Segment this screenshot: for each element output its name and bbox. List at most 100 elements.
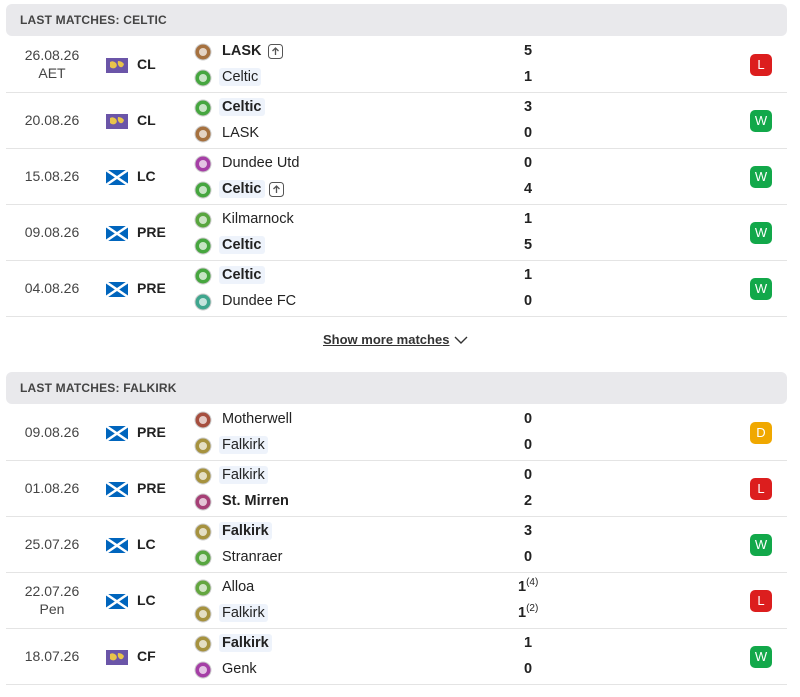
- team-name: Falkirk: [219, 466, 268, 484]
- team-crest: [194, 125, 212, 143]
- team-score: 2: [518, 493, 538, 509]
- row-separator: [6, 460, 787, 461]
- team-score: 0: [518, 437, 538, 453]
- score-value: 3: [523, 523, 533, 539]
- result-badge: W: [750, 534, 772, 556]
- team-name: Falkirk: [219, 522, 272, 540]
- row-separator: [6, 148, 787, 149]
- score-value: 0: [523, 467, 533, 483]
- team-name: Celtic: [219, 180, 265, 198]
- score-value: 1: [523, 635, 533, 651]
- score-value: 0: [523, 155, 533, 171]
- score-value: 1: [518, 605, 527, 621]
- team-name: Celtic: [219, 266, 265, 284]
- competition-flag: [106, 58, 128, 73]
- team-name: Falkirk: [219, 604, 268, 622]
- competition-flag: [106, 170, 128, 185]
- competition: CL: [137, 56, 156, 72]
- score-value: 4: [523, 181, 533, 197]
- score-value: 3: [523, 99, 533, 115]
- competition: PRE: [137, 424, 166, 440]
- match-date: 09.08.26: [24, 224, 80, 240]
- team-crest: [194, 211, 212, 229]
- team-crest: [194, 579, 212, 597]
- competition: LC: [137, 592, 156, 608]
- score-value: 0: [523, 437, 533, 453]
- match-date: 04.08.26: [24, 280, 80, 296]
- show-more-link[interactable]: Show more matches: [323, 332, 450, 347]
- match-date: 01.08.26: [24, 480, 80, 496]
- team-name: Motherwell: [222, 411, 293, 427]
- row-separator: [6, 92, 787, 93]
- team-name: Dundee FC: [222, 293, 297, 309]
- competition: PRE: [137, 224, 166, 240]
- team-crest: [194, 549, 212, 567]
- team-score: 1: [518, 267, 538, 283]
- score-value: 0: [523, 661, 533, 677]
- team-score: 0: [518, 125, 538, 141]
- score-value: 5: [523, 237, 533, 253]
- team-name: Celtic: [219, 98, 265, 116]
- score-value: 0: [523, 411, 533, 427]
- team-crest: [194, 437, 212, 455]
- team-crest: [194, 181, 212, 199]
- team-score: 0: [518, 549, 538, 565]
- row-separator: [6, 572, 787, 573]
- team-crest: [194, 267, 212, 285]
- team-name: Falkirk: [219, 436, 268, 454]
- section-header: LAST MATCHES: CELTIC: [6, 4, 787, 36]
- row-separator: [6, 260, 787, 261]
- team-score: 1: [518, 211, 538, 227]
- result-badge: W: [750, 278, 772, 300]
- team-crest: [194, 237, 212, 255]
- score-value: 0: [523, 125, 533, 141]
- competition-flag: [106, 538, 128, 553]
- team-score: 4: [518, 181, 538, 197]
- result-badge: W: [750, 110, 772, 132]
- team-name: LASK: [222, 125, 260, 141]
- team-crest: [194, 661, 212, 679]
- team-name: Celtic: [219, 236, 265, 254]
- team-crest: [194, 43, 212, 61]
- team-score: 0: [518, 411, 538, 427]
- team-crest: [194, 523, 212, 541]
- team-name: Dundee Utd: [222, 155, 300, 171]
- competition: CL: [137, 112, 156, 128]
- competition-flag: [106, 650, 128, 665]
- team-score: 0: [518, 661, 538, 677]
- team-score: 1: [518, 635, 538, 651]
- result-badge: L: [750, 478, 772, 500]
- competition: LC: [137, 168, 156, 184]
- team-score: 5: [518, 237, 538, 253]
- team-name: Genk: [222, 661, 257, 677]
- competition-flag: [106, 226, 128, 241]
- result-badge: L: [750, 590, 772, 612]
- score-value: 1: [518, 579, 527, 595]
- competition: PRE: [137, 480, 166, 496]
- penalty-score: (4): [526, 577, 539, 588]
- team-name: Celtic: [219, 68, 262, 86]
- score-value: 1: [523, 69, 533, 85]
- team-name: LASK: [222, 43, 262, 59]
- advanced-icon: [268, 44, 283, 59]
- team-crest: [194, 411, 212, 429]
- score-value: 1: [523, 267, 533, 283]
- team-name: St. Mirren: [222, 493, 289, 509]
- team-crest: [194, 635, 212, 653]
- team-crest: [194, 69, 212, 87]
- score-value: 1: [523, 211, 533, 227]
- row-separator: [6, 628, 787, 629]
- row-separator: [6, 316, 787, 317]
- match-date: 09.08.26: [24, 424, 80, 440]
- match-date: 20.08.26: [24, 112, 80, 128]
- match-date: 22.07.26: [24, 583, 80, 599]
- team-crest: [194, 293, 212, 311]
- score-value: 2: [523, 493, 533, 509]
- team-crest: [194, 99, 212, 117]
- team-crest: [194, 155, 212, 173]
- team-score: 3: [518, 99, 538, 115]
- competition-flag: [106, 426, 128, 441]
- score-value: 5: [523, 43, 533, 59]
- team-crest: [194, 467, 212, 485]
- competition-flag: [106, 282, 128, 297]
